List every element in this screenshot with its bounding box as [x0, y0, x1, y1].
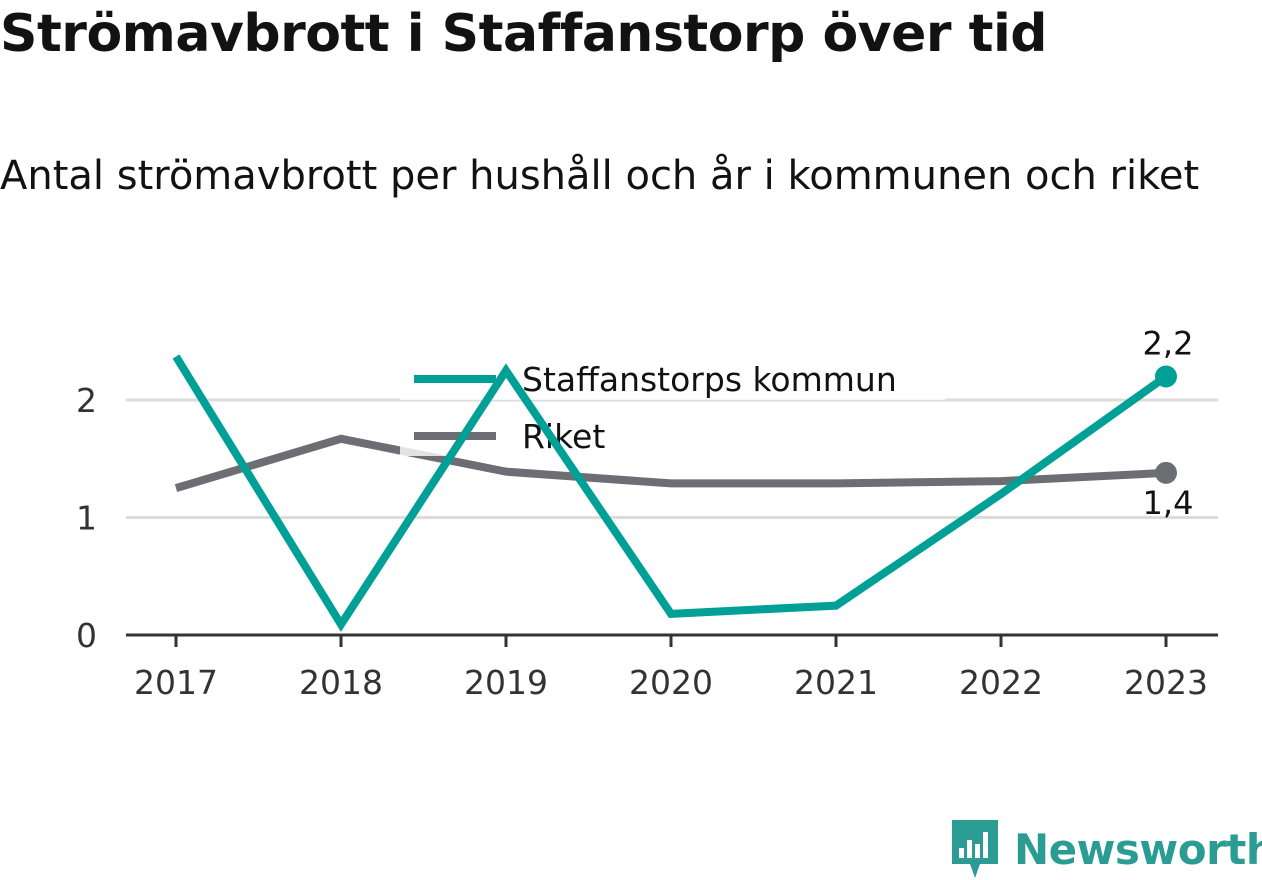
- chart-title: Strömavbrott i Staffanstorp över tid: [0, 4, 1047, 64]
- legend-label-kommun: Staffanstorps kommun: [522, 360, 897, 399]
- chart-subtitle: Antal strömavbrott per hushåll och år i …: [0, 153, 1200, 199]
- y-tick-label: 1: [76, 499, 97, 538]
- x-tick-label: 2018: [299, 663, 383, 702]
- x-tick-label: 2019: [464, 663, 548, 702]
- series-line-kommun: [172, 354, 1169, 632]
- y-tick-label: 0: [76, 616, 97, 655]
- end-point-kommun: [1155, 365, 1177, 388]
- newsworthy-logo: Newsworthy: [950, 818, 1262, 880]
- x-axis: 2017 2018 2019 2020 2021 2022 2023: [126, 633, 1218, 702]
- value-labels: 2,2 1,4: [1143, 325, 1194, 522]
- bar-chart-icon: [952, 820, 998, 878]
- end-label-riket: 1,4: [1143, 484, 1194, 522]
- series-riket: [174, 434, 1177, 492]
- series-line-riket: [174, 434, 1167, 492]
- x-tick-label: 2023: [1124, 663, 1208, 702]
- x-tick-label: 2022: [959, 663, 1043, 702]
- x-tick-label: 2021: [794, 663, 878, 702]
- brand-name: Newsworthy: [1014, 824, 1262, 874]
- end-point-riket: [1155, 461, 1177, 484]
- x-tick-label: 2017: [134, 663, 218, 702]
- x-tick-label: 2020: [629, 663, 713, 702]
- series-kommun: [172, 354, 1177, 632]
- y-tick-label: 2: [76, 381, 97, 420]
- grid-lines: 0 1 2: [76, 381, 1218, 655]
- end-label-kommun: 2,2: [1143, 325, 1194, 363]
